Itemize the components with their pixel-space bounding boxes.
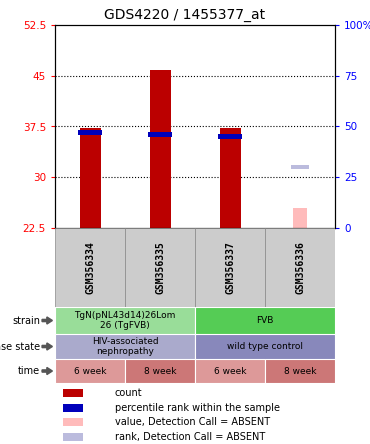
Bar bbox=[63, 404, 83, 412]
Bar bbox=[195, 334, 335, 359]
Text: GSM356337: GSM356337 bbox=[225, 241, 235, 294]
Bar bbox=[63, 433, 83, 441]
Bar bbox=[55, 228, 125, 307]
Bar bbox=[55, 307, 195, 334]
Bar bbox=[63, 418, 83, 426]
Text: disease state: disease state bbox=[0, 341, 40, 352]
Bar bbox=[219, 128, 240, 228]
Bar bbox=[148, 132, 172, 137]
Text: GSM356334: GSM356334 bbox=[85, 241, 95, 294]
Text: FVB: FVB bbox=[256, 316, 274, 325]
Bar bbox=[218, 134, 242, 139]
Bar bbox=[293, 208, 307, 228]
Text: strain: strain bbox=[12, 316, 40, 325]
Text: value, Detection Call = ABSENT: value, Detection Call = ABSENT bbox=[115, 417, 270, 427]
Text: 6 week: 6 week bbox=[214, 366, 246, 376]
Text: HIV-associated
nephropathy: HIV-associated nephropathy bbox=[92, 337, 158, 356]
Text: 8 week: 8 week bbox=[144, 366, 176, 376]
Bar bbox=[125, 228, 195, 307]
Bar bbox=[195, 228, 265, 307]
Text: 6 week: 6 week bbox=[74, 366, 106, 376]
Bar bbox=[195, 359, 265, 383]
Text: GDS4220 / 1455377_at: GDS4220 / 1455377_at bbox=[104, 8, 266, 22]
Bar bbox=[80, 128, 101, 228]
Bar bbox=[55, 334, 195, 359]
Text: GSM356335: GSM356335 bbox=[155, 241, 165, 294]
Text: count: count bbox=[115, 388, 142, 398]
Text: 8 week: 8 week bbox=[284, 366, 316, 376]
Bar bbox=[195, 307, 335, 334]
Bar bbox=[63, 389, 83, 397]
Bar bbox=[149, 70, 171, 228]
Bar bbox=[125, 359, 195, 383]
Text: TgN(pNL43d14)26Lom
26 (TgFVB): TgN(pNL43d14)26Lom 26 (TgFVB) bbox=[74, 311, 176, 330]
Bar bbox=[290, 165, 309, 169]
Text: time: time bbox=[18, 366, 40, 376]
Text: wild type control: wild type control bbox=[227, 342, 303, 351]
Bar bbox=[265, 359, 335, 383]
Text: percentile rank within the sample: percentile rank within the sample bbox=[115, 403, 280, 413]
Bar bbox=[55, 359, 125, 383]
Text: rank, Detection Call = ABSENT: rank, Detection Call = ABSENT bbox=[115, 432, 265, 442]
Bar bbox=[78, 130, 101, 135]
Bar bbox=[265, 228, 335, 307]
Text: GSM356336: GSM356336 bbox=[295, 241, 305, 294]
